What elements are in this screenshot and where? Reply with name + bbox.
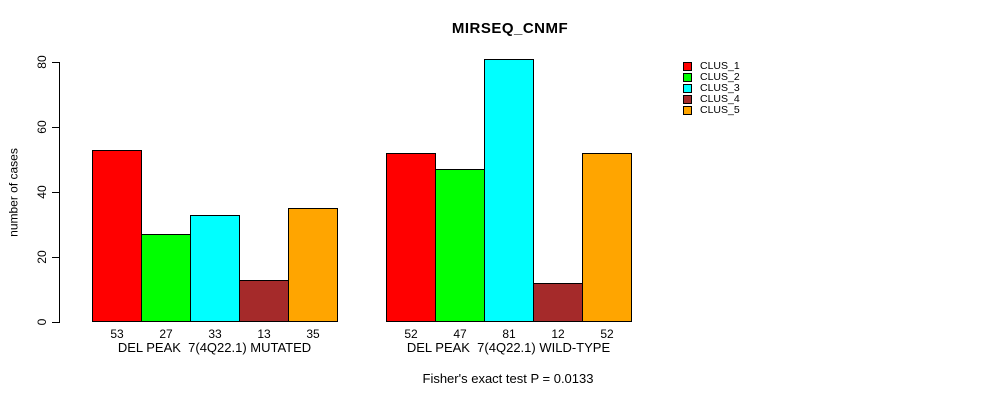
y-axis-tick: [52, 257, 59, 258]
fisher-test-annotation: Fisher's exact test P = 0.0133: [422, 371, 594, 386]
legend-swatch: [683, 84, 692, 93]
y-axis-tick: [52, 127, 59, 128]
y-axis-tick-label: 80: [35, 55, 49, 69]
legend-swatch: [683, 95, 692, 104]
chart-title: MIRSEQ_CNMF: [451, 20, 569, 37]
legend-item: CLUS_1: [683, 61, 740, 72]
bar: [582, 153, 632, 322]
y-axis-label: number of cases: [6, 148, 21, 237]
y-axis-line: [59, 62, 60, 323]
bar-value-label: 12: [551, 327, 565, 341]
bar: [190, 214, 240, 322]
legend-item: CLUS_5: [683, 105, 740, 116]
category-label: DEL PEAK 7(4Q22.1) MUTATED: [117, 340, 312, 355]
bar-value-label: 81: [502, 327, 516, 341]
category-label: DEL PEAK 7(4Q22.1) WILD-TYPE: [406, 340, 611, 355]
y-axis-tick-label: 0: [35, 318, 49, 326]
legend-label: CLUS_2: [700, 71, 740, 83]
legend: CLUS_1 CLUS_2 CLUS_3 CLUS_4 CLUS_5: [683, 61, 740, 116]
legend-label: CLUS_1: [700, 60, 740, 72]
legend-item: CLUS_3: [683, 83, 740, 94]
legend-label: CLUS_3: [700, 82, 740, 94]
y-axis-tick: [52, 62, 59, 63]
y-axis-tick: [52, 322, 59, 323]
legend-item: CLUS_2: [683, 72, 740, 83]
bar-value-label: 27: [159, 327, 173, 341]
y-axis-tick-label: 60: [35, 120, 49, 134]
bar-value-label: 47: [453, 327, 467, 341]
bar-value-label: 52: [600, 327, 614, 341]
bar: [288, 208, 338, 322]
bar: [386, 153, 436, 322]
bar-value-label: 13: [257, 327, 271, 341]
y-axis-tick-label: 40: [35, 185, 49, 199]
legend-label: CLUS_5: [700, 104, 740, 116]
bar: [239, 279, 289, 322]
legend-swatch: [683, 62, 692, 71]
bar: [533, 283, 583, 322]
bar: [484, 58, 534, 322]
bar-value-label: 53: [110, 327, 124, 341]
bar-value-label: 35: [306, 327, 320, 341]
bar-value-label: 33: [208, 327, 222, 341]
legend-swatch: [683, 106, 692, 115]
y-axis-tick-label: 20: [35, 250, 49, 264]
bar: [141, 234, 191, 322]
legend-label: CLUS_4: [700, 93, 740, 105]
bar-value-label: 52: [404, 327, 418, 341]
y-axis-tick: [52, 192, 59, 193]
legend-item: CLUS_4: [683, 94, 740, 105]
legend-swatch: [683, 73, 692, 82]
bar: [92, 149, 142, 322]
bar: [435, 169, 485, 322]
